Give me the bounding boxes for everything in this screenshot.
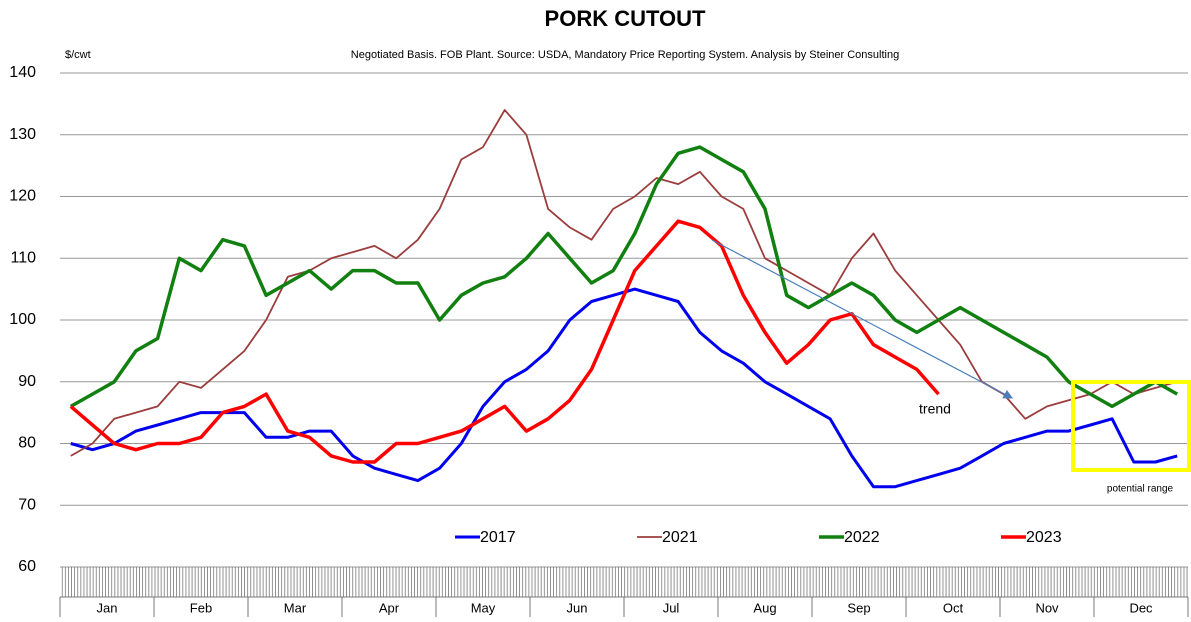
y-tick-label: 70 [18, 496, 36, 513]
y-tick-label: 100 [9, 311, 36, 328]
y-tick-label: 60 [18, 558, 36, 575]
trend-arrow [711, 239, 1014, 399]
x-tick-label: Jan [97, 600, 118, 615]
series-line [70, 109, 1178, 457]
legend-label: 2022 [844, 529, 880, 546]
y-tick-label: 130 [9, 126, 36, 143]
y-tick-label: 110 [10, 249, 36, 266]
x-tick-label: Oct [943, 600, 964, 615]
legend-label: 2017 [480, 529, 516, 546]
legend-label: 2021 [662, 529, 698, 546]
y-tick-label: 90 [18, 373, 36, 390]
legend-label: 2023 [1026, 529, 1062, 546]
x-tick-label: May [471, 600, 496, 615]
chart-title: PORK CUTOUT [545, 6, 706, 31]
annotation: trend [919, 401, 951, 417]
x-tick-label: Mar [284, 600, 307, 615]
series-line [70, 287, 1178, 489]
y-tick-label: 120 [9, 188, 36, 205]
series-line [69, 219, 940, 464]
series-line [69, 145, 1179, 409]
chart-subtitle: Negotiated Basis. FOB Plant. Source: USD… [351, 49, 899, 61]
x-tick-label: Jun [567, 600, 588, 615]
range-box [1071, 380, 1191, 472]
day-ticks [60, 567, 1188, 597]
x-tick-label: Nov [1035, 600, 1059, 615]
x-tick-label: Jul [663, 600, 680, 615]
x-tick-label: Dec [1129, 600, 1153, 615]
x-tick-label: Feb [190, 600, 212, 615]
y-tick-label: 140 [9, 64, 36, 81]
y-tick-label: 80 [18, 435, 36, 452]
y-axis-label: $/cwt [65, 49, 91, 61]
annotation: potential range [1107, 484, 1174, 495]
x-tick-label: Sep [847, 600, 870, 615]
x-tick-label: Aug [753, 600, 776, 615]
x-tick-label: Apr [379, 600, 400, 615]
